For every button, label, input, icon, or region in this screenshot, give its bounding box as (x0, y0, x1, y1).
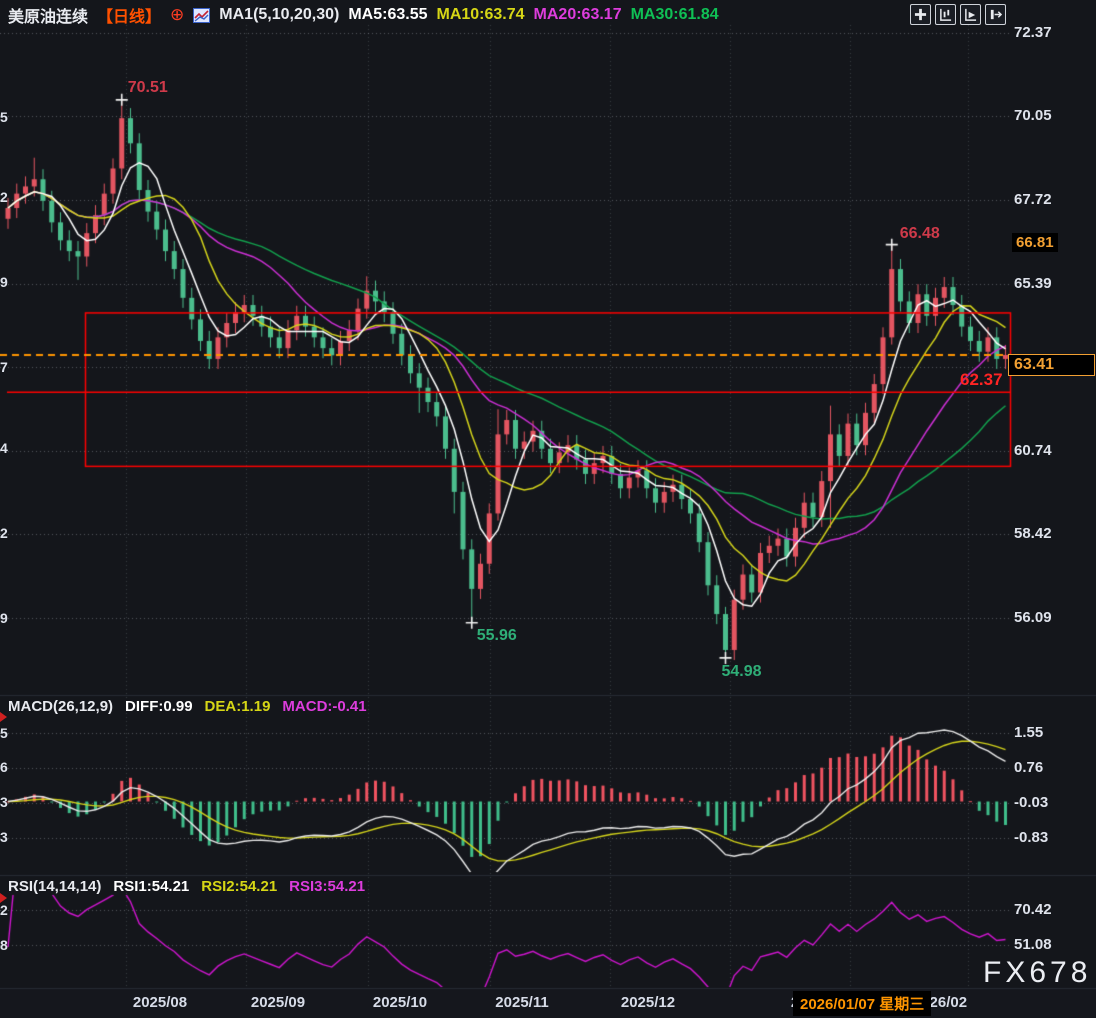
clipped-axis-label-fragment: 9 (0, 274, 8, 290)
rsi-panel-marker-fragment (0, 893, 7, 903)
rsi1-value: RSI1:54.21 (113, 878, 190, 895)
clipped-axis-label-fragment: 8 (0, 937, 8, 953)
ma10-value: MA10:63.74 (436, 6, 525, 23)
macd-diff-value: DIFF:0.99 (125, 698, 193, 715)
current-price-flag: 63.41 (1008, 354, 1095, 376)
clipped-axis-label-fragment: 2 (0, 525, 8, 541)
macd-macd-value: MACD:-0.41 (282, 698, 367, 715)
support-price-label: 62.37 (960, 370, 1003, 389)
clipped-axis-label-fragment: 6 (0, 759, 8, 775)
macd-panel-marker-fragment (0, 712, 7, 722)
x-axis-month-label: 2025/12 (620, 994, 676, 1011)
x-axis-month-label: 2025/11 (495, 994, 549, 1011)
clipped-axis-label-fragment: 3 (0, 794, 8, 810)
price-axis-label: 65.39 (1014, 274, 1052, 292)
rsi3-value: RSI3:54.21 (289, 878, 366, 895)
clipped-axis-label-fragment: 9 (0, 610, 8, 626)
ma-settings-label[interactable]: MA1(5,10,20,30) (219, 6, 340, 23)
price-axis-label: 60.74 (1014, 441, 1052, 459)
price-axis-label: 67.72 (1014, 191, 1052, 209)
session-high-price-flag: 66.81 (1012, 233, 1058, 252)
x-axis-month-label: 2025/09 (250, 994, 306, 1011)
macd-params-label[interactable]: MACD(26,12,9) (8, 698, 114, 715)
instrument-title: 美原油连续 (8, 9, 89, 26)
ma30-value: MA30:61.84 (630, 6, 719, 23)
rsi2-value: RSI2:54.21 (201, 878, 278, 895)
clipped-axis-label-fragment: 5 (0, 109, 8, 125)
price-extreme-annotation: 66.48 (899, 224, 940, 242)
macd-axis-label: -0.83 (1014, 829, 1049, 847)
add-indicator-icon[interactable]: ⊕ (170, 5, 185, 24)
clipped-axis-label-fragment: 7 (0, 359, 8, 375)
chart-toolbar (910, 4, 1006, 25)
x-axis-month-label: 2025/10 (372, 994, 428, 1011)
macd-axis-label: 1.55 (1014, 723, 1044, 741)
rsi-params-label[interactable]: RSI(14,14,14) (8, 878, 102, 895)
price-extreme-annotation: 70.51 (127, 78, 168, 96)
ma20-value: MA20:63.17 (533, 6, 622, 23)
chart-header: 美原油连续 【日线】 ⊕ MA1(5,10,20,30) MA5:63.55 M… (8, 4, 719, 26)
price-axis-label: 58.42 (1014, 525, 1052, 543)
fx678-watermark: FX678 (983, 956, 1092, 989)
clipped-axis-label-fragment: 4 (0, 440, 8, 456)
clipped-axis-label-fragment: 2 (0, 902, 8, 918)
clipped-axis-label-fragment: 2 (0, 189, 8, 205)
bar-chart-view-button[interactable] (935, 4, 956, 25)
price-axis-label: 72.37 (1014, 24, 1052, 41)
rsi-panel-header: RSI(14,14,14) RSI1:54.21 RSI2:54.21 RSI3… (8, 878, 365, 895)
date-crosshair-tooltip: 2026/01/07 星期三 (793, 991, 932, 1016)
macd-panel-header: MACD(26,12,9) DIFF:0.99 DEA:1.19 MACD:-0… (8, 698, 367, 715)
clipped-axis-label-fragment: 5 (0, 725, 8, 741)
macd-axis-label: -0.03 (1014, 793, 1049, 811)
price-extreme-annotation: 54.98 (721, 662, 762, 680)
macd-dea-value: DEA:1.19 (204, 698, 271, 715)
rsi-axis-label: 70.42 (1014, 901, 1052, 918)
period-label[interactable]: 【日线】 (97, 9, 162, 26)
ma5-value: MA5:63.55 (348, 6, 428, 23)
x-axis-month-label: 2025/08 (132, 994, 188, 1011)
clipped-axis-label-fragment: 3 (0, 829, 8, 845)
price-extreme-annotation: 55.96 (476, 626, 517, 644)
crosshair-move-button[interactable] (910, 4, 931, 25)
price-axis-label: 70.05 (1014, 107, 1052, 125)
kline-chart-icon[interactable] (193, 7, 211, 23)
playback-view-button[interactable] (960, 4, 981, 25)
macd-axis-label: 0.76 (1014, 758, 1044, 776)
exit-chart-button[interactable] (985, 4, 1006, 25)
rsi-axis-label: 51.08 (1014, 936, 1052, 953)
price-axis-label: 56.09 (1014, 609, 1052, 626)
